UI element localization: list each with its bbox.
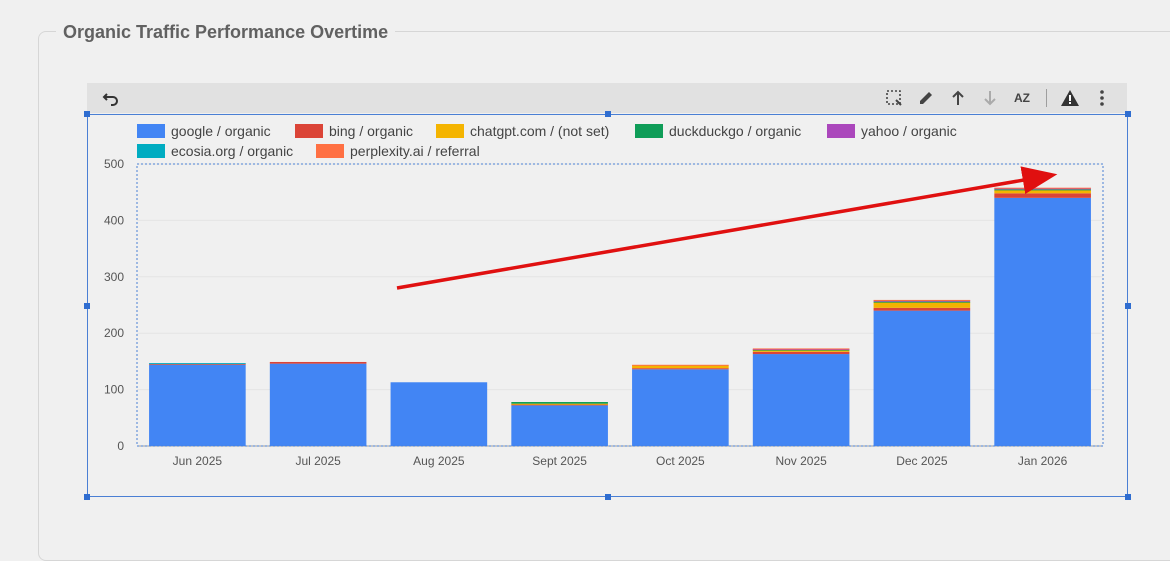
legend-label: bing / organic [329, 123, 414, 139]
legend-label: google / organic [171, 123, 271, 139]
legend-item[interactable]: perplexity.ai / referral [316, 142, 480, 160]
legend-swatch [137, 124, 165, 138]
legend-swatch [137, 144, 165, 158]
sort-descending-icon[interactable] [979, 87, 1001, 109]
toolbar-divider [1046, 89, 1047, 107]
legend-label: chatgpt.com / (not set) [470, 123, 610, 139]
legend-item[interactable]: chatgpt.com / (not set) [436, 122, 609, 140]
undo-icon[interactable] [100, 87, 122, 109]
section-title: Organic Traffic Performance Overtime [56, 20, 396, 45]
resize-handle-bottom[interactable] [605, 494, 611, 500]
legend-item[interactable]: yahoo / organic [827, 122, 957, 140]
legend-swatch [436, 124, 464, 138]
legend-swatch [635, 124, 663, 138]
sort-ascending-icon[interactable] [947, 87, 969, 109]
warning-icon[interactable] [1059, 87, 1081, 109]
resize-handle-top-right[interactable] [1125, 111, 1131, 117]
resize-handle-top[interactable] [605, 111, 611, 117]
legend-item[interactable]: bing / organic [295, 122, 413, 140]
resize-handle-right[interactable] [1125, 303, 1131, 309]
resize-handle-bottom-right[interactable] [1125, 494, 1131, 500]
legend-swatch [827, 124, 855, 138]
legend-label: perplexity.ai / referral [350, 143, 480, 159]
legend-label: duckduckgo / organic [669, 123, 802, 139]
resize-handle-left[interactable] [84, 303, 90, 309]
pencil-icon[interactable] [915, 87, 937, 109]
resize-handle-bottom-left[interactable] [84, 494, 90, 500]
legend-item[interactable]: google / organic [137, 122, 271, 140]
legend-label: yahoo / organic [861, 123, 957, 139]
chart-selection-box[interactable] [87, 114, 1128, 497]
legend-item[interactable]: duckduckgo / organic [635, 122, 801, 140]
sort-az-icon[interactable]: AZ [1014, 91, 1030, 105]
resize-handle-top-left[interactable] [84, 111, 90, 117]
select-icon[interactable] [883, 87, 905, 109]
legend-swatch [316, 144, 344, 158]
legend-label: ecosia.org / organic [171, 143, 294, 159]
more-vert-icon[interactable] [1091, 87, 1113, 109]
chart-toolbar: AZ [87, 83, 1127, 113]
legend-item[interactable]: ecosia.org / organic [137, 142, 293, 160]
legend-swatch [295, 124, 323, 138]
